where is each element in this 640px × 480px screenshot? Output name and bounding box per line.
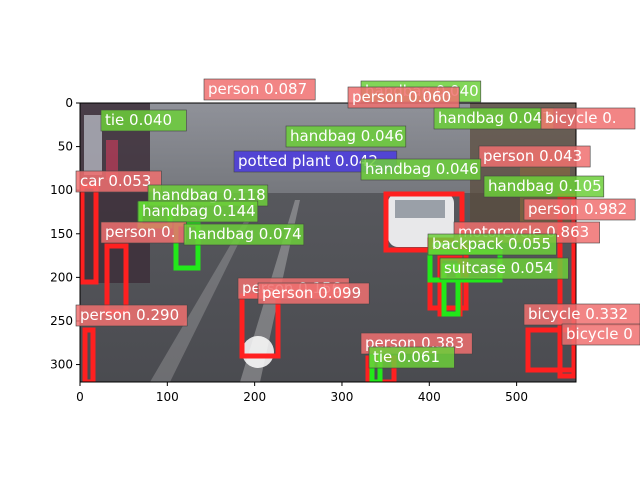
detection-labels: person 0.087handbag 0.040person 0.060han… <box>75 78 640 369</box>
label-text: handbag 0.118 <box>152 186 266 204</box>
detection-label: bicycle 0.332 <box>523 303 640 326</box>
label-background <box>137 200 259 223</box>
x-tick-label: 0 <box>76 390 84 404</box>
x-ticks: 0 100 200 300 400 500 <box>76 382 528 404</box>
label-text: potted plant 0.042 <box>238 152 378 170</box>
label-background <box>561 323 640 346</box>
label-text: tie 0.040 <box>105 111 172 129</box>
box-person <box>82 327 96 382</box>
label-text: person 0.982 <box>528 200 627 218</box>
label-text: suitcase 0.054 <box>444 259 554 277</box>
y-ticks: 0 50 100 150 200 250 300 <box>50 96 80 372</box>
label-text: handbag 0.047 <box>438 109 552 127</box>
detection-label: handbag 0.105 <box>483 175 605 198</box>
detection-label: handbag 0.047 <box>433 107 555 130</box>
y-tick-label: 50 <box>58 140 73 154</box>
detection-label: person 0.290 <box>75 304 188 327</box>
label-background <box>203 78 316 101</box>
x-tick-label: 500 <box>505 390 528 404</box>
label-background <box>75 304 188 327</box>
label-text: handbag 0.144 <box>142 202 256 220</box>
detection-label: bicycle 0. <box>540 107 636 130</box>
x-tick-label: 200 <box>243 390 266 404</box>
label-background <box>427 233 557 256</box>
detection-label: person 0.087 <box>203 78 316 101</box>
label-background <box>360 158 482 181</box>
label-background <box>523 198 636 221</box>
y-tick-label: 200 <box>50 270 73 284</box>
label-text: bicycle 0.332 <box>528 305 628 323</box>
label-text: person 0.043 <box>483 147 582 165</box>
label-background <box>183 223 305 246</box>
label-background <box>285 125 407 148</box>
label-text: bicycle 0 <box>566 325 633 343</box>
detection-label: potted plant 0.042 <box>233 150 398 173</box>
detection-label: suitcase 0.054 <box>439 257 569 280</box>
label-text: tie 0.061 <box>373 348 440 366</box>
label-text: car 0.053 <box>80 172 151 190</box>
detection-label: handbag 0.046 <box>360 158 482 181</box>
detection-label: person 0.043 <box>478 145 591 168</box>
detection-label: bicycle 0 <box>561 323 640 346</box>
label-text: person 0.099 <box>262 284 361 302</box>
label-text: handbag 0.046 <box>365 160 479 178</box>
label-background <box>483 175 605 198</box>
detection-label: handbag 0.046 <box>285 125 407 148</box>
y-tick-label: 250 <box>50 314 73 328</box>
label-text: handbag 0.105 <box>488 177 602 195</box>
label-text: backpack 0.055 <box>432 235 551 253</box>
label-background <box>347 86 460 109</box>
label-text: person 0. <box>105 223 176 241</box>
detection-label: tie 0.040 <box>100 109 187 132</box>
label-text: person 0.060 <box>352 88 451 106</box>
x-tick-label: 300 <box>331 390 354 404</box>
label-background <box>257 282 370 305</box>
label-text: person 0.290 <box>80 306 179 324</box>
detection-label: tie 0.061 <box>368 346 455 369</box>
label-background <box>100 109 187 132</box>
detection-label: handbag 0.074 <box>183 223 305 246</box>
y-tick-label: 300 <box>50 358 73 372</box>
label-background <box>75 170 162 193</box>
detection-label: person 0. <box>100 221 187 244</box>
x-tick-label: 400 <box>418 390 441 404</box>
y-tick-label: 100 <box>50 183 73 197</box>
detection-label: handbag 0.144 <box>137 200 259 223</box>
detection-label: car 0.053 <box>75 170 162 193</box>
label-text: bicycle 0. <box>545 109 617 127</box>
label-background <box>368 346 455 369</box>
label-background <box>540 107 636 130</box>
label-text: person 0.087 <box>208 80 307 98</box>
detection-label: backpack 0.055 <box>427 233 557 256</box>
label-background <box>439 257 569 280</box>
label-background <box>478 145 591 168</box>
detection-label: person 0.099 <box>257 282 370 305</box>
y-tick-label: 0 <box>65 96 73 110</box>
label-text: handbag 0.074 <box>188 225 302 243</box>
x-tick-label: 100 <box>156 390 179 404</box>
y-tick-label: 150 <box>50 227 73 241</box>
detection-label: person 0.060 <box>347 86 460 109</box>
label-text: handbag 0.046 <box>290 127 404 145</box>
detection-label: person 0.982 <box>523 198 636 221</box>
